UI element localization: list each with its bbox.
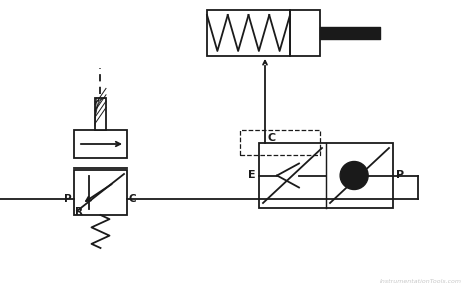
Bar bbox=[240, 130, 320, 155]
Text: P: P bbox=[396, 171, 404, 180]
Text: E: E bbox=[248, 171, 256, 180]
Bar bbox=[207, 10, 290, 56]
Text: C: C bbox=[129, 194, 137, 204]
Bar bbox=[95, 98, 106, 130]
Bar bbox=[74, 130, 127, 158]
Bar bbox=[259, 143, 393, 208]
Bar bbox=[74, 170, 127, 215]
Text: InstrumentationTools.com: InstrumentationTools.com bbox=[380, 279, 462, 284]
Bar bbox=[290, 10, 320, 56]
Text: R: R bbox=[75, 207, 83, 217]
Text: P: P bbox=[64, 194, 72, 204]
Text: C: C bbox=[268, 133, 276, 143]
Circle shape bbox=[340, 162, 368, 189]
